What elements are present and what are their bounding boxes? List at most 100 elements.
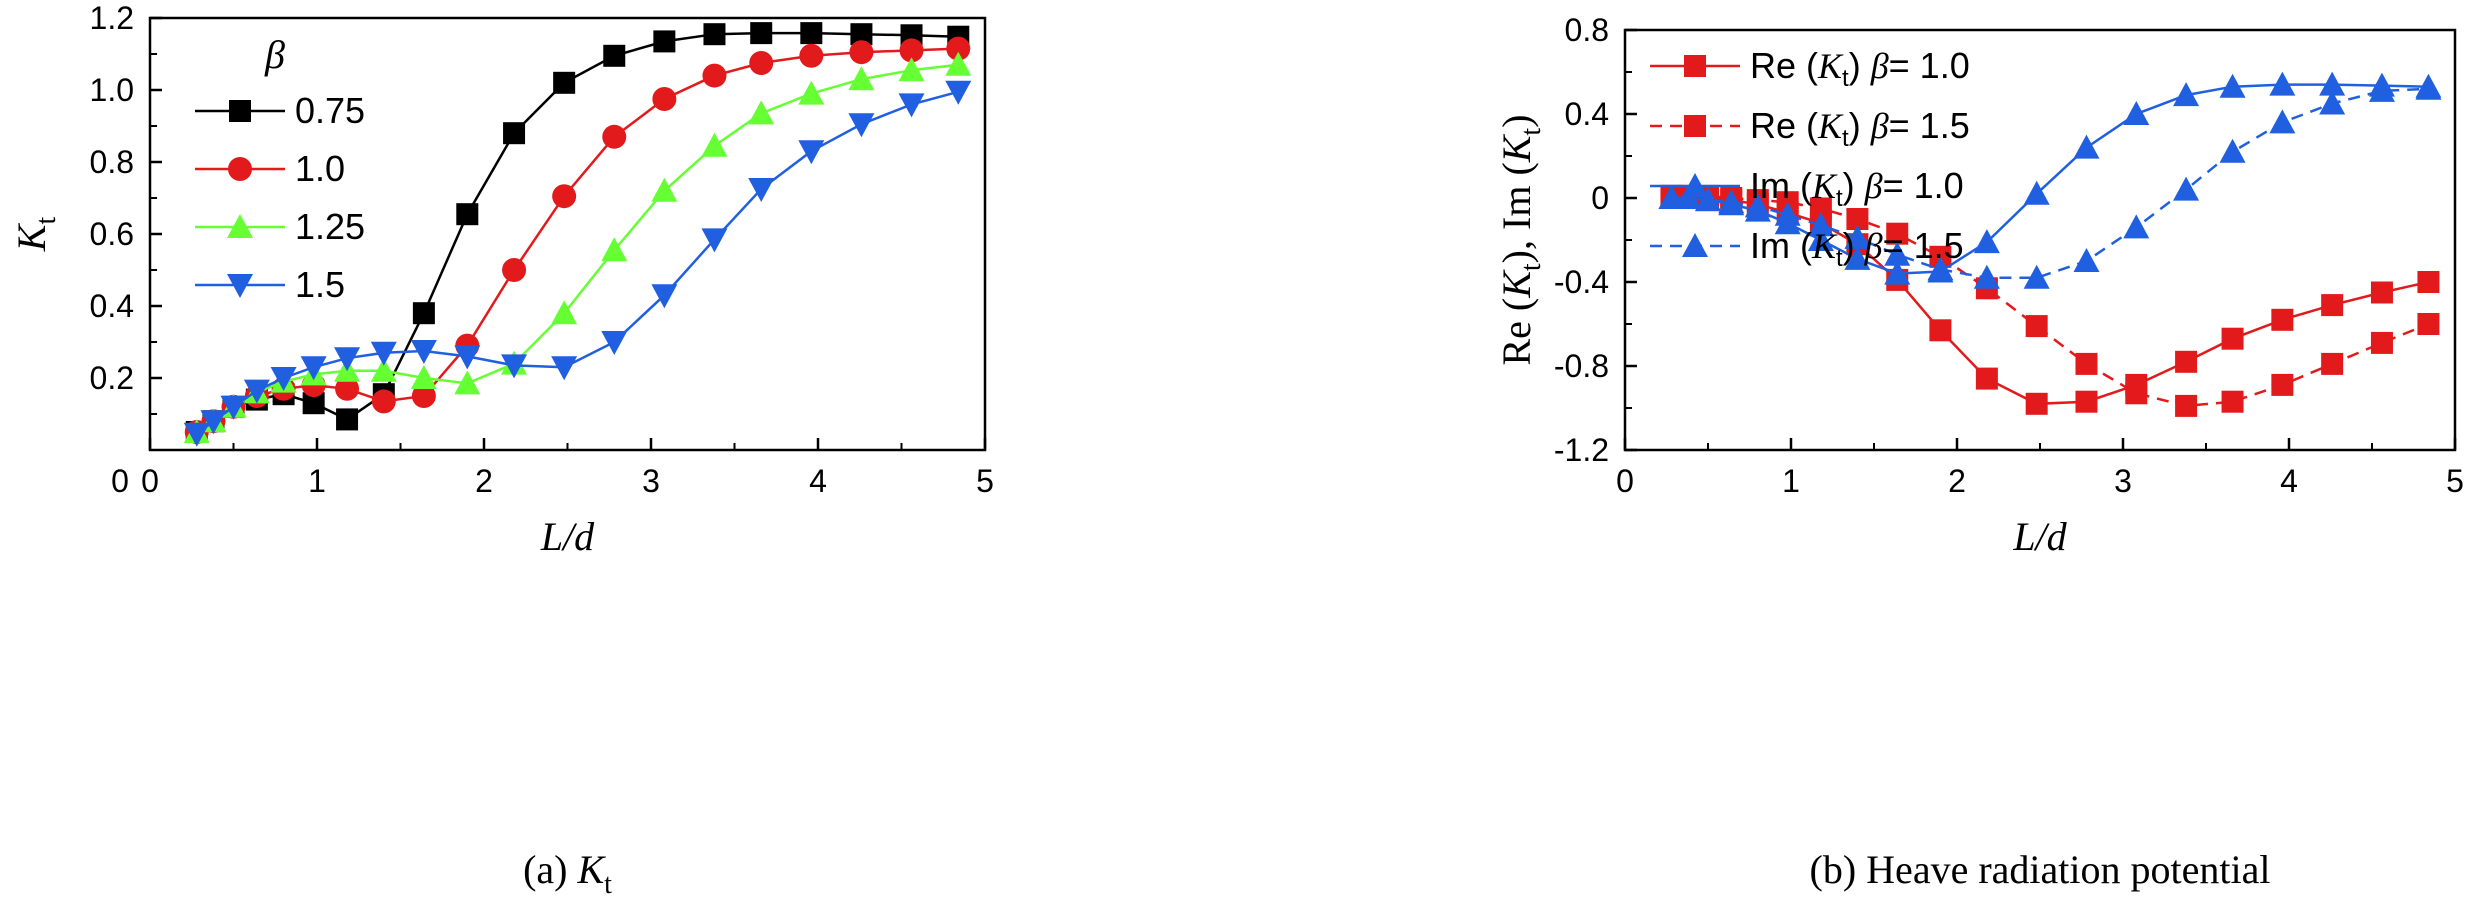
data-point [898, 57, 925, 82]
data-point [651, 284, 678, 309]
x-tick-label: 3 [642, 463, 660, 499]
legend-marker [1682, 233, 1708, 257]
data-point [2271, 308, 2294, 331]
data-point [553, 71, 576, 94]
y-tick-label: 0.4 [1565, 96, 1609, 132]
panel-a-chart: 0 1 2 3 4 5 0.2 0.4 0.6 0.8 1.0 1.2 0 β0.75 1.0 1.25 1.… [9, 0, 994, 900]
data-point [552, 184, 577, 209]
data-point [748, 178, 775, 202]
data-point [454, 370, 481, 395]
data-point [410, 365, 437, 389]
data-point [2219, 138, 2246, 163]
data-point [703, 23, 726, 46]
legend-label: Im (Kt) β= 1.0 [1750, 165, 1964, 212]
data-point [748, 100, 775, 125]
data-point [1809, 197, 1832, 220]
data-point [1718, 189, 1745, 214]
y-tick-label: -1.2 [1554, 432, 1609, 468]
legend-item: 0.75 [195, 90, 365, 131]
data-point [1927, 256, 1954, 281]
data-point [1973, 229, 2000, 254]
y-tick-label: 0.8 [90, 144, 134, 180]
data-point [2417, 313, 2440, 335]
legend-item: 1.0 [195, 148, 345, 189]
data-point [2125, 382, 2148, 405]
y-tick-label: -0.4 [1554, 264, 1609, 300]
data-point [2175, 350, 2198, 373]
data-point [2173, 82, 2200, 107]
data-point [2075, 390, 2098, 413]
data-point [899, 38, 924, 63]
legend-marker [228, 157, 252, 181]
x-tick-label: 5 [2446, 463, 2464, 499]
legend-marker [1682, 173, 1708, 197]
legend-label: 0.75 [295, 90, 365, 131]
data-point [2319, 90, 2346, 115]
data-point [1973, 264, 2000, 289]
series-b-3 [1658, 75, 2442, 289]
y-tick-label: 1.0 [90, 72, 134, 108]
data-point [2269, 71, 2296, 96]
data-point [945, 51, 972, 76]
data-point [2175, 394, 2198, 417]
legend-marker [229, 100, 251, 122]
legend-label: 1.0 [295, 148, 345, 189]
data-point [1844, 224, 1871, 249]
data-point [1975, 367, 1998, 390]
data-point [501, 354, 528, 379]
data-point [2073, 134, 2100, 159]
data-point [2025, 315, 2048, 338]
data-point [2221, 327, 2244, 350]
data-point [1886, 222, 1909, 245]
data-point [2321, 294, 2344, 317]
y-tick-label: 1.2 [90, 0, 134, 36]
data-point [1844, 245, 1871, 270]
x-tick-label: 4 [809, 463, 827, 499]
data-point [798, 80, 825, 105]
data-point [602, 124, 627, 149]
data-point [1929, 319, 1952, 342]
data-point [370, 341, 397, 366]
panel-b-chart: 0 1 2 3 4 5 -1.2 -0.8 -0.4 0 0.4 0.8 Re (Kt) β= 1.0… [1494, 12, 2464, 892]
data-point [371, 389, 396, 414]
panel-a-x-axis-label: L/d [540, 514, 595, 559]
legend-item: 1.25 [195, 206, 365, 247]
data-point [848, 66, 875, 91]
data-point [1807, 212, 1834, 237]
data-point [335, 376, 360, 401]
data-point [412, 302, 435, 325]
data-point [2319, 71, 2346, 96]
data-point [799, 43, 824, 68]
legend-marker [1684, 55, 1706, 77]
data-point [601, 331, 628, 355]
data-point [701, 228, 728, 253]
data-point [749, 51, 774, 75]
legend-marker [227, 214, 253, 238]
data-point [411, 384, 436, 408]
legend-label: Re (Kt) β= 1.5 [1750, 105, 1970, 152]
y-tick-label: 0.4 [90, 288, 134, 324]
panel-b-y-axis-label: Re (Kt), Im (Kt) [1494, 114, 1547, 365]
data-point [2173, 176, 2200, 201]
legend-label: Im (Kt) β= 1.5 [1750, 225, 1964, 272]
legend-item: Re (Kt) β= 1.5 [1650, 105, 1970, 152]
data-point [1884, 260, 1911, 285]
data-point [702, 63, 727, 88]
legend-marker [1684, 115, 1706, 137]
data-point [2415, 75, 2442, 100]
data-point [270, 367, 297, 391]
data-point [898, 93, 925, 118]
data-point [1846, 208, 1869, 230]
data-point [334, 347, 361, 372]
data-point [603, 44, 626, 67]
data-point [410, 340, 437, 364]
data-point [300, 356, 327, 381]
data-point [2370, 331, 2393, 354]
legend-label: Re (Kt) β= 1.0 [1750, 45, 1970, 92]
data-point [601, 237, 628, 262]
legend-item: 1.5 [195, 264, 345, 305]
data-point [243, 379, 270, 404]
data-point [946, 36, 971, 61]
x-tick-label: 3 [2114, 463, 2132, 499]
